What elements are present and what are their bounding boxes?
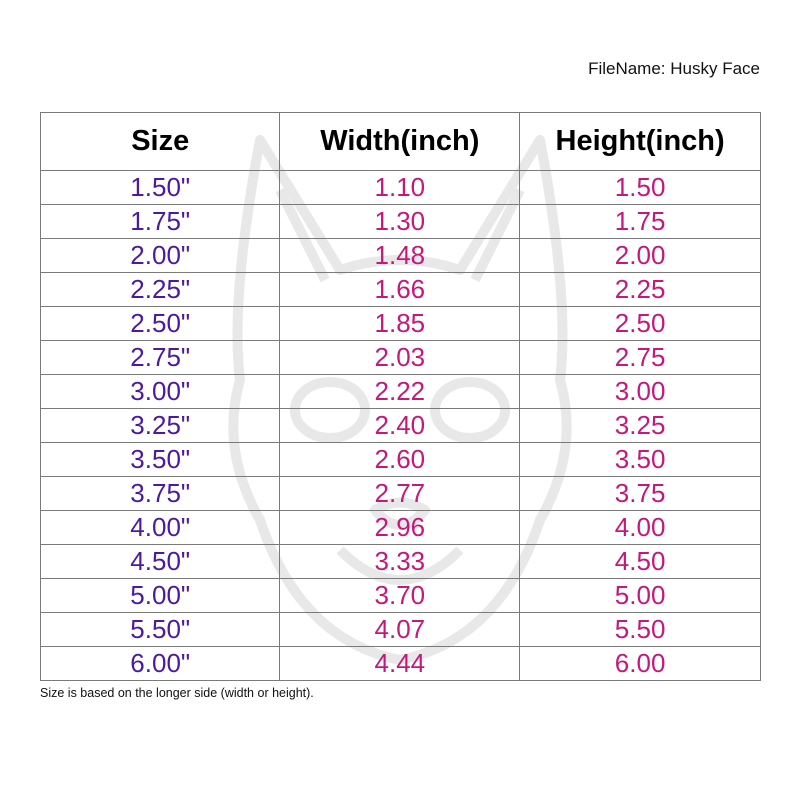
cell-width: 2.96 bbox=[279, 510, 521, 545]
cell-size: 5.50" bbox=[39, 612, 281, 647]
table-row: 6.00" 4.44 6.00 bbox=[39, 646, 761, 681]
cell-width: 2.40 bbox=[279, 408, 521, 443]
cell-size: 2.75" bbox=[39, 340, 281, 375]
table-row: 1.75" 1.30 1.75 bbox=[39, 204, 761, 239]
cell-width: 2.03 bbox=[279, 340, 521, 375]
cell-width: 2.77 bbox=[279, 476, 521, 511]
cell-height: 4.50 bbox=[519, 544, 761, 579]
table-row: 1.50" 1.10 1.50 bbox=[39, 170, 761, 205]
cell-width: 3.33 bbox=[279, 544, 521, 579]
table-row: 5.00" 3.70 5.00 bbox=[39, 578, 761, 613]
cell-size: 3.75" bbox=[39, 476, 281, 511]
cell-size: 2.50" bbox=[39, 306, 281, 341]
cell-height: 3.00 bbox=[519, 374, 761, 409]
cell-height: 2.50 bbox=[519, 306, 761, 341]
table-row: 3.00" 2.22 3.00 bbox=[39, 374, 761, 409]
cell-height: 2.25 bbox=[519, 272, 761, 307]
file-name: FileName: Husky Face bbox=[588, 59, 760, 78]
cell-height: 2.00 bbox=[519, 238, 761, 273]
table-row: 2.75" 2.03 2.75 bbox=[39, 340, 761, 375]
cell-size: 2.25" bbox=[39, 272, 281, 307]
table-row: 4.50" 3.33 4.50 bbox=[39, 544, 761, 579]
cell-height: 1.50 bbox=[519, 170, 761, 205]
header-height: Height(inch) bbox=[519, 112, 761, 171]
table-row: 2.25" 1.66 2.25 bbox=[39, 272, 761, 307]
cell-size: 4.00" bbox=[39, 510, 281, 545]
cell-size: 3.50" bbox=[39, 442, 281, 477]
cell-size: 6.00" bbox=[39, 646, 281, 681]
cell-size: 1.75" bbox=[39, 204, 281, 239]
table-row: 2.50" 1.85 2.50 bbox=[39, 306, 761, 341]
cell-width: 1.85 bbox=[279, 306, 521, 341]
table-row: 2.00" 1.48 2.00 bbox=[39, 238, 761, 273]
cell-width: 1.30 bbox=[279, 204, 521, 239]
cell-width: 1.48 bbox=[279, 238, 521, 273]
cell-height: 3.25 bbox=[519, 408, 761, 443]
cell-width: 1.66 bbox=[279, 272, 521, 307]
header-width: Width(inch) bbox=[279, 112, 521, 171]
cell-height: 4.00 bbox=[519, 510, 761, 545]
cell-size: 2.00" bbox=[39, 238, 281, 273]
header-row: Size Width(inch) Height(inch) bbox=[39, 112, 761, 171]
cell-width: 2.22 bbox=[279, 374, 521, 409]
cell-size: 1.50" bbox=[39, 170, 281, 205]
cell-height: 3.75 bbox=[519, 476, 761, 511]
table-row: 4.00" 2.96 4.00 bbox=[39, 510, 761, 545]
cell-height: 6.00 bbox=[519, 646, 761, 681]
cell-width: 3.70 bbox=[279, 578, 521, 613]
table-row: 3.25" 2.40 3.25 bbox=[39, 408, 761, 443]
cell-size: 5.00" bbox=[39, 578, 281, 613]
cell-height: 2.75 bbox=[519, 340, 761, 375]
cell-height: 3.50 bbox=[519, 442, 761, 477]
cell-size: 4.50" bbox=[39, 544, 281, 579]
cell-width: 1.10 bbox=[279, 170, 521, 205]
header-size: Size bbox=[39, 112, 281, 171]
cell-height: 5.00 bbox=[519, 578, 761, 613]
size-table: Size Width(inch) Height(inch) 1.50" 1.10 1… bbox=[39, 112, 761, 681]
cell-height: 5.50 bbox=[519, 612, 761, 647]
cell-width: 4.44 bbox=[279, 646, 521, 681]
cell-width: 2.60 bbox=[279, 442, 521, 477]
cell-height: 1.75 bbox=[519, 204, 761, 239]
cell-size: 3.00" bbox=[39, 374, 281, 409]
cell-width: 4.07 bbox=[279, 612, 521, 647]
size-note: Size is based on the longer side (width … bbox=[40, 686, 314, 700]
table-row: 5.50" 4.07 5.50 bbox=[39, 612, 761, 647]
table-row: 3.75" 2.77 3.75 bbox=[39, 476, 761, 511]
table-row: 3.50" 2.60 3.50 bbox=[39, 442, 761, 477]
cell-size: 3.25" bbox=[39, 408, 281, 443]
